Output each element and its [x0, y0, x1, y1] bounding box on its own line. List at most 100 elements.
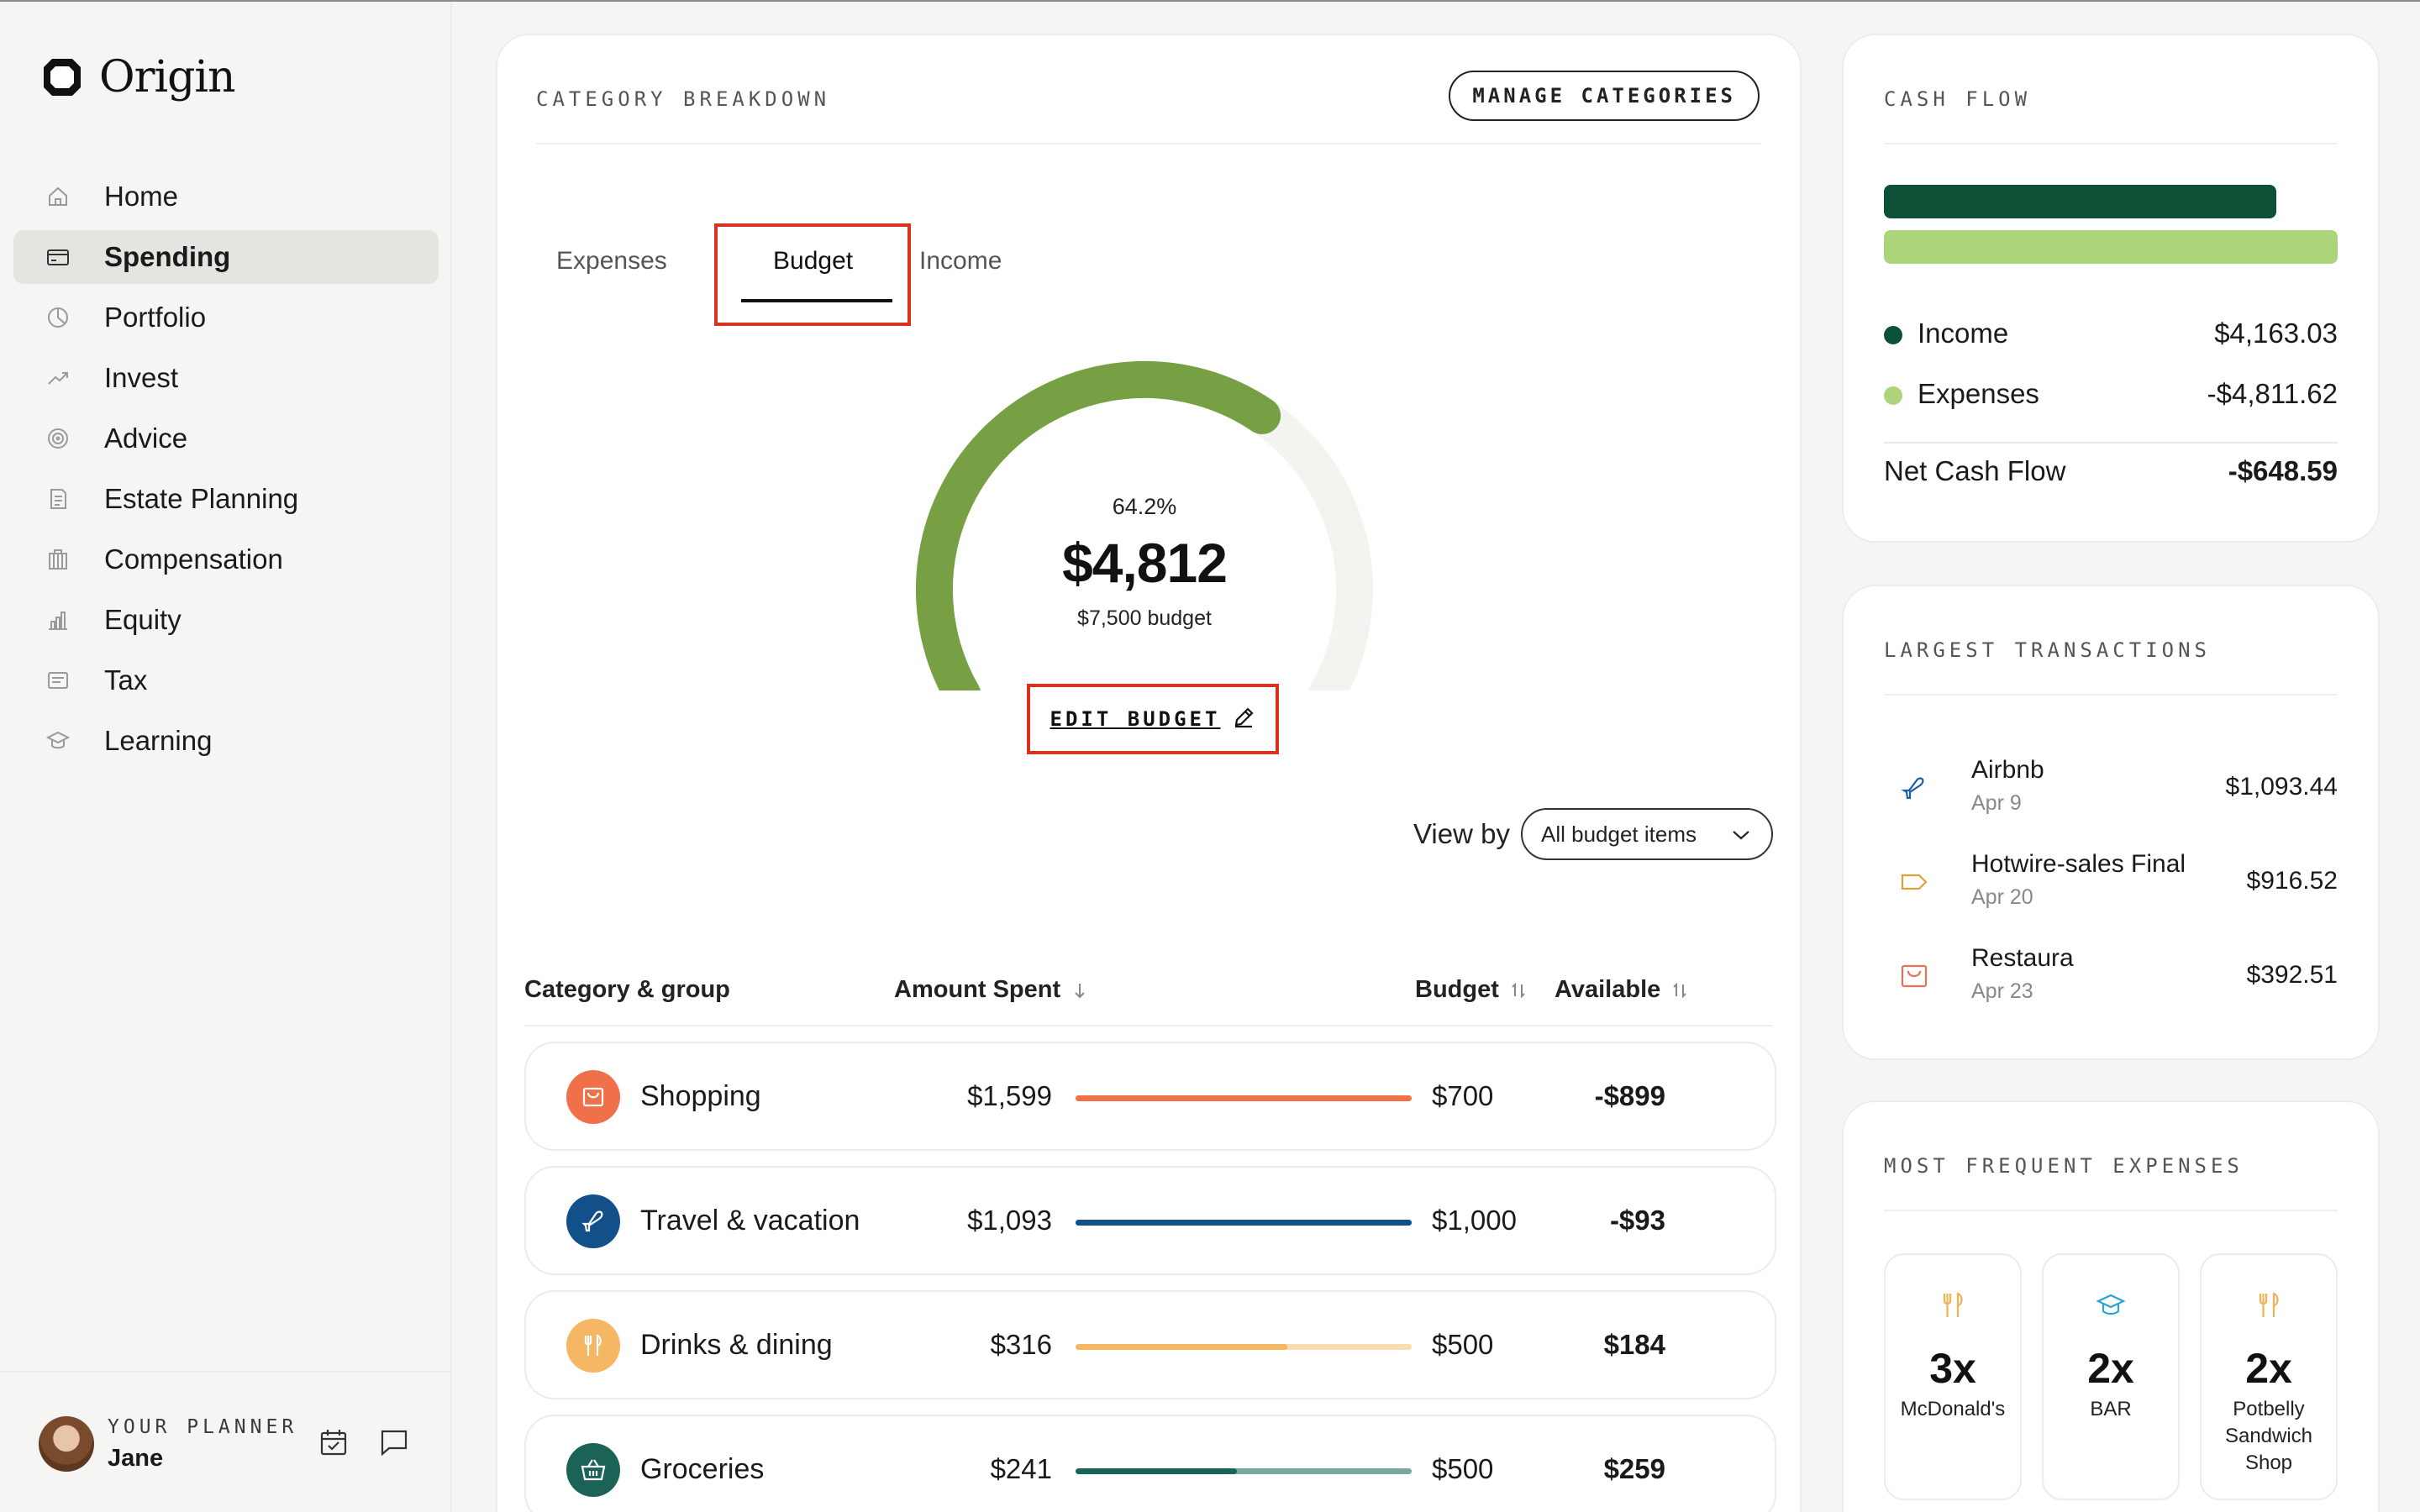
income-bar [1884, 185, 2277, 218]
frequent-count: 2x [2087, 1345, 2134, 1392]
divider [1884, 442, 2338, 444]
sidebar-item-learning[interactable]: Learning [13, 714, 439, 768]
column-label: Category & group [524, 976, 730, 1003]
frequent-label: McDonald's [1900, 1398, 2006, 1420]
main-nav: Home Spending Portfolio Invest Advice Es… [13, 170, 439, 774]
building-icon [44, 545, 72, 574]
row-budget: $1,000 [1432, 1205, 1517, 1236]
transaction-item[interactable]: Hotwire-sales Final Apr 20 $916.52 [1884, 848, 2338, 924]
tab-budget[interactable]: Budget [773, 247, 854, 275]
message-button[interactable] [378, 1426, 412, 1460]
gauge-amount: $4,812 [1062, 532, 1228, 594]
row-category: Drinks & dining [640, 1329, 833, 1361]
income-value: $4,163.03 [2214, 318, 2338, 349]
card-title: LARGEST TRANSACTIONS [1884, 638, 2211, 662]
transaction-item[interactable]: Airbnb Apr 9 $1,093.44 [1884, 754, 2338, 830]
column-label: Budget [1415, 976, 1499, 1003]
transaction-item[interactable]: Restaura Apr 23 $392.51 [1884, 942, 2338, 1018]
income-dot [1884, 326, 1902, 345]
sidebar-item-label: Advice [104, 423, 188, 454]
avatar[interactable] [39, 1416, 94, 1472]
edit-budget-button[interactable]: EDIT BUDGET [1027, 684, 1279, 754]
divider [1884, 143, 2338, 144]
view-by-value: All budget items [1541, 821, 1697, 847]
card-icon [44, 243, 72, 271]
row-progress-fill [1076, 1095, 1412, 1101]
sidebar-item-label: Compensation [104, 543, 283, 575]
transaction-amount: $392.51 [2246, 961, 2338, 989]
bag-icon [566, 1070, 620, 1124]
row-category: Shopping [640, 1080, 761, 1112]
sidebar-item-compensation[interactable]: Compensation [13, 533, 439, 586]
calendar-icon [320, 1430, 347, 1456]
graduation-icon [44, 727, 72, 755]
target-icon [44, 424, 72, 453]
tab-expenses[interactable]: Expenses [556, 247, 667, 275]
card-title: CASH FLOW [1884, 87, 2032, 111]
gauge-percent: 64.2% [1112, 494, 1177, 519]
sort-down-icon [1075, 983, 1085, 998]
sidebar-item-spending[interactable]: Spending [13, 230, 439, 284]
table-row[interactable]: Groceries $241 $500 $259 [524, 1415, 1776, 1512]
sidebar-item-home[interactable]: Home [13, 170, 439, 223]
sidebar: Origin Home Spending Portfolio Invest Ad… [0, 2, 452, 1512]
row-budget: $700 [1432, 1080, 1494, 1111]
sidebar-item-advice[interactable]: Advice [13, 412, 439, 465]
sidebar-item-label: Estate Planning [104, 483, 299, 514]
edit-budget-label: EDIT BUDGET [1050, 707, 1221, 731]
tab-income[interactable]: Income [919, 247, 1002, 275]
income-label: Income [1918, 318, 2009, 349]
frequent-count: 3x [1929, 1345, 1976, 1392]
table-row[interactable]: Travel & vacation $1,093 $1,000 -$93 [524, 1166, 1776, 1275]
home-icon [44, 182, 72, 211]
utensils-icon [566, 1319, 620, 1373]
frequent-expense-tile[interactable]: 3x McDonald's [1884, 1253, 2022, 1500]
transaction-date: Apr 23 [1971, 979, 2033, 1003]
gauge-chart [915, 360, 1373, 713]
row-available: $259 [1603, 1453, 1665, 1484]
column-category[interactable]: Category & group [524, 976, 730, 1004]
basket-icon [566, 1443, 620, 1497]
sidebar-item-invest[interactable]: Invest [13, 351, 439, 405]
net-cash-flow-row: Net Cash Flow -$648.59 [1884, 455, 2338, 487]
trend-icon [44, 364, 72, 392]
app-logo[interactable]: Origin [40, 52, 236, 102]
row-spent: $1,093 [967, 1205, 1052, 1236]
card-title: CATEGORY BREAKDOWN [536, 87, 831, 111]
largest-transactions-card: LARGEST TRANSACTIONS Airbnb Apr 9 $1,093… [1842, 585, 2380, 1060]
view-by-select[interactable]: All budget items [1521, 808, 1773, 860]
row-progress-fill [1076, 1468, 1237, 1474]
column-budget[interactable]: Budget [1415, 976, 1526, 1004]
receipt-icon [44, 666, 72, 695]
sidebar-item-tax[interactable]: Tax [13, 654, 439, 707]
frequent-count: 2x [2245, 1345, 2292, 1392]
origin-logo-icon [44, 59, 81, 96]
bag-icon [1899, 961, 1933, 995]
chevron-down-icon [1733, 831, 1749, 840]
transaction-amount: $916.52 [2246, 867, 2338, 895]
frequent-expense-tile[interactable]: 2x Potbelly Sandwich Shop [2200, 1253, 2338, 1500]
divider [1884, 1210, 2338, 1211]
frequent-expense-tile[interactable]: 2x BAR [2042, 1253, 2180, 1500]
expenses-label: Expenses [1918, 378, 2039, 409]
table-row[interactable]: Drinks & dining $316 $500 $184 [524, 1290, 1776, 1399]
sidebar-item-portfolio[interactable]: Portfolio [13, 291, 439, 344]
budget-gauge: 64.2% $4,812 $7,500 budget [909, 338, 1380, 713]
manage-categories-button[interactable]: MANAGE CATEGORIES [1449, 71, 1760, 121]
sidebar-item-estate-planning[interactable]: Estate Planning [13, 472, 439, 526]
document-icon [44, 485, 72, 513]
row-progress-bar [1076, 1344, 1412, 1350]
sidebar-item-label: Home [104, 181, 179, 212]
planner-section: YOUR PLANNER Jane [0, 1371, 450, 1512]
table-row[interactable]: Shopping $1,599 $700 -$899 [524, 1042, 1776, 1151]
schedule-button[interactable] [318, 1426, 351, 1460]
tag-icon [1899, 867, 1933, 900]
column-available[interactable]: Available [1555, 976, 1687, 1004]
sidebar-item-label: Spending [104, 241, 231, 272]
expenses-row: Expenses -$4,811.62 [1884, 378, 2338, 410]
column-amount-spent[interactable]: Amount Spent [894, 976, 1087, 1004]
row-progress-bar [1076, 1468, 1412, 1474]
utensils-icon [1886, 1290, 2020, 1320]
sidebar-item-equity[interactable]: Equity [13, 593, 439, 647]
plane-icon [1899, 773, 1933, 806]
